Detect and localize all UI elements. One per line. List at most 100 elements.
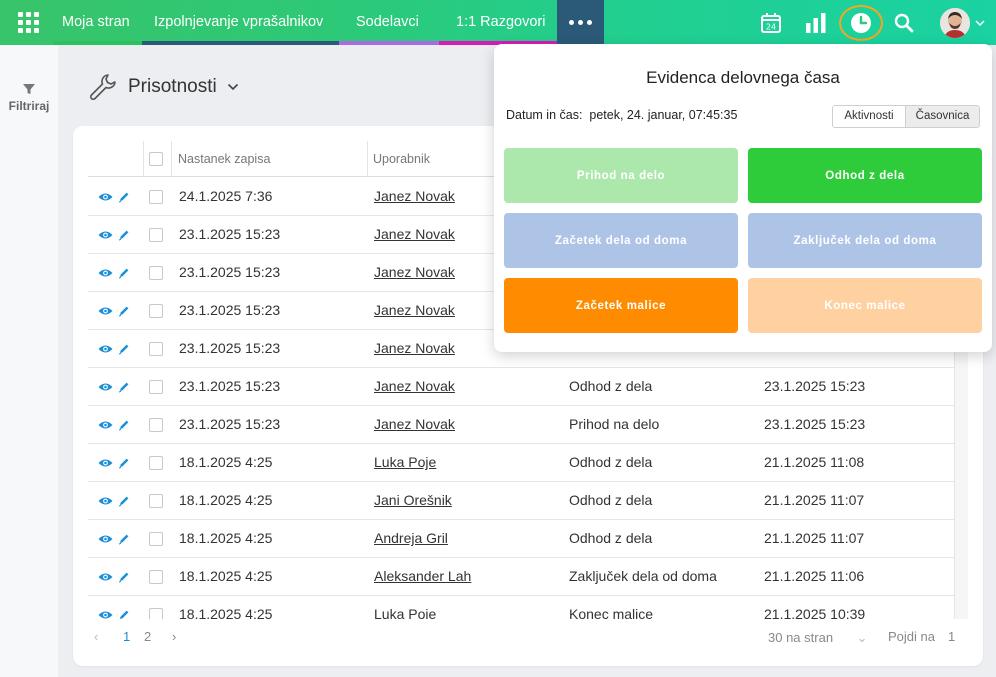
row-checkbox[interactable]: [149, 570, 163, 584]
user-link[interactable]: Janez Novak: [374, 302, 455, 318]
prev-page-icon[interactable]: ‹: [94, 629, 99, 644]
edit-icon[interactable]: [118, 216, 130, 253]
user-link[interactable]: Janez Novak: [374, 340, 455, 356]
created-cell: 23.1.2025 15:23: [179, 226, 281, 242]
row-checkbox[interactable]: [149, 532, 163, 546]
chevron-down-icon: [974, 19, 985, 26]
view-icon[interactable]: [98, 444, 114, 481]
row-checkbox[interactable]: [149, 608, 163, 619]
table-row[interactable]: 18.1.2025 4:25 Luka Poje Odhod z dela 21.1.…: [88, 444, 954, 482]
per-page-select[interactable]: 30 na stran ⌄: [768, 630, 868, 646]
view-icon[interactable]: [98, 596, 114, 619]
view-icon[interactable]: [98, 406, 114, 443]
created-cell: 24.1.2025 7:36: [179, 188, 273, 204]
nav-1-1-razgovori[interactable]: 1:1 Razgovori: [439, 0, 557, 45]
table-row[interactable]: 18.1.2025 4:25 Aleksander Lah Zaključek de…: [88, 558, 954, 596]
table-row[interactable]: 18.1.2025 4:25 Luka Poje Konec malice 21.1.…: [88, 596, 954, 619]
datetime-value: petek, 24. januar, 07:45:35: [589, 108, 738, 122]
table-row[interactable]: 18.1.2025 4:25 Jani Orešnik Odhod z dela 21…: [88, 482, 954, 520]
table-row[interactable]: 23.1.2025 15:23 Janez Novak: [88, 330, 954, 368]
row-checkbox[interactable]: [149, 494, 163, 508]
tab-aktivnosti[interactable]: Aktivnosti: [833, 106, 906, 127]
row-checkbox[interactable]: [149, 228, 163, 242]
statistics-icon[interactable]: [803, 0, 829, 45]
table-row[interactable]: 23.1.2025 15:23 Janez Novak Odhod z dela 23…: [88, 368, 954, 406]
row-checkbox[interactable]: [149, 190, 163, 204]
view-icon[interactable]: [98, 216, 114, 253]
search-icon[interactable]: [891, 0, 917, 45]
user-link[interactable]: Janez Novak: [374, 416, 455, 432]
view-icon[interactable]: [98, 254, 114, 291]
page-link[interactable]: 2: [144, 629, 152, 644]
row-checkbox[interactable]: [149, 266, 163, 280]
time-cell: 21.1.2025 11:07: [764, 530, 865, 546]
column-header-created[interactable]: Nastanek zapisa: [178, 152, 271, 166]
view-icon[interactable]: [98, 330, 114, 367]
edit-icon[interactable]: [118, 368, 130, 405]
time-tracking-button[interactable]: [838, 0, 884, 45]
view-icon[interactable]: [98, 368, 114, 405]
start-break-button[interactable]: Začetek malice: [504, 278, 738, 333]
end-remote-work-button[interactable]: Zaključek dela od doma: [748, 213, 982, 268]
view-icon[interactable]: [98, 482, 114, 519]
row-checkbox[interactable]: [149, 456, 163, 470]
datetime-label: Datum in čas:: [506, 108, 583, 122]
end-break-button[interactable]: Konec malice: [748, 278, 982, 333]
tab-casovnica[interactable]: Časovnica: [906, 106, 979, 127]
calendar-icon[interactable]: 24: [758, 0, 784, 45]
table-row[interactable]: 18.1.2025 4:25 Andreja Gril Odhod z dela 21…: [88, 520, 954, 558]
user-link[interactable]: Jani Orešnik: [374, 492, 452, 508]
user-link[interactable]: Janez Novak: [374, 378, 455, 394]
clock-in-button[interactable]: Prihod na delo: [504, 148, 738, 203]
nav-sodelavci[interactable]: Sodelavci: [339, 0, 439, 45]
user-link[interactable]: Janez Novak: [374, 226, 455, 242]
user-menu[interactable]: [936, 0, 988, 45]
next-page-icon[interactable]: ›: [172, 629, 177, 644]
table-row[interactable]: 23.1.2025 15:23 Janez Novak Prihod na delo…: [88, 406, 954, 444]
time-cell: 23.1.2025 15:23: [764, 416, 866, 432]
view-icon[interactable]: [98, 558, 114, 595]
edit-icon[interactable]: [118, 292, 130, 329]
edit-icon[interactable]: [118, 482, 130, 519]
page-title-dropdown[interactable]: Prisotnosti: [88, 72, 239, 102]
edit-icon[interactable]: [118, 596, 130, 619]
clock-out-button[interactable]: Odhod z dela: [748, 148, 982, 203]
user-link[interactable]: Janez Novak: [374, 188, 455, 204]
filter-button[interactable]: Filtriraj: [0, 82, 58, 113]
apps-grid-icon[interactable]: [18, 12, 39, 33]
user-link[interactable]: Luka Poje: [374, 454, 437, 470]
row-checkbox[interactable]: [149, 342, 163, 356]
row-checkbox[interactable]: [149, 380, 163, 394]
user-link[interactable]: Luka Poje: [374, 606, 437, 619]
user-link[interactable]: Aleksander Lah: [374, 568, 472, 584]
user-link[interactable]: Andreja Gril: [374, 530, 448, 546]
nav-izpolnjevanje-vprasalnikov[interactable]: Izpolnjevanje vprašalnikov: [142, 0, 347, 45]
edit-icon[interactable]: [118, 330, 130, 367]
column-header-user[interactable]: Uporabnik: [373, 152, 430, 166]
edit-icon[interactable]: [118, 178, 130, 215]
action-cell: Konec malice: [569, 606, 654, 619]
page-link[interactable]: 1: [123, 629, 131, 644]
nav-moja-stran[interactable]: Moja stran: [54, 0, 154, 45]
row-checkbox[interactable]: [149, 304, 163, 318]
row-checkbox[interactable]: [149, 418, 163, 432]
created-cell: 23.1.2025 15:23: [179, 340, 281, 356]
edit-icon[interactable]: [118, 444, 130, 481]
view-icon[interactable]: [98, 292, 114, 329]
edit-icon[interactable]: [118, 520, 130, 557]
edit-icon[interactable]: [118, 558, 130, 595]
view-icon[interactable]: [98, 520, 114, 557]
more-menu-icon[interactable]: [557, 0, 604, 45]
goto-page-input[interactable]: 1: [948, 629, 956, 644]
created-cell: 18.1.2025 4:25: [179, 568, 273, 584]
time-cell: 21.1.2025 11:08: [764, 454, 865, 470]
edit-icon[interactable]: [118, 406, 130, 443]
edit-icon[interactable]: [118, 254, 130, 291]
select-all-checkbox[interactable]: [149, 152, 163, 166]
start-remote-work-button[interactable]: Začetek dela od doma: [504, 213, 738, 268]
view-icon[interactable]: [98, 178, 114, 215]
user-link[interactable]: Janez Novak: [374, 264, 455, 280]
created-cell: 18.1.2025 4:25: [179, 606, 273, 619]
per-page-value: 30 na stran: [768, 630, 834, 645]
action-cell: Odhod z dela: [569, 530, 653, 546]
